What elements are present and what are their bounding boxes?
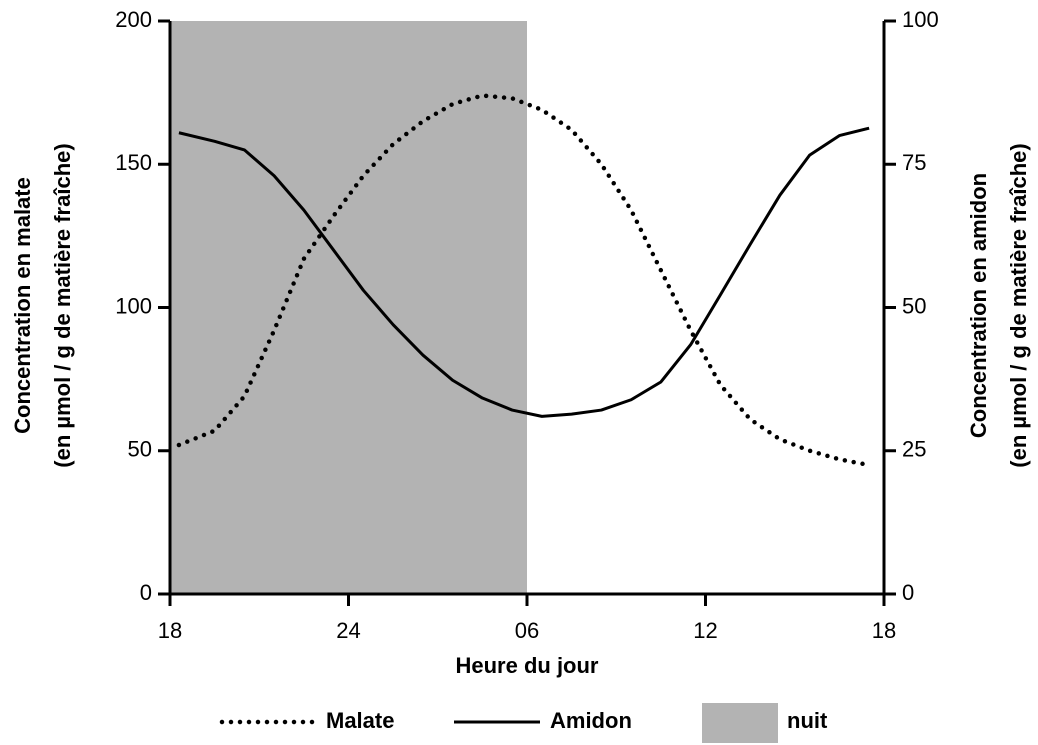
y-axis-title: (en µmol / g de matière fraîche) [50,143,75,467]
y2-tick-label: 100 [902,7,939,32]
night-region [170,21,527,594]
series-line [178,126,870,418]
x-tick-label: 24 [336,618,360,643]
legend-label: nuit [787,708,828,733]
y2-axis-title: Concentration en amidon [966,173,991,438]
y-tick-label: 200 [115,7,152,32]
series-line [176,93,872,468]
x-tick-label: 18 [872,618,896,643]
x-tick-label: 18 [158,618,182,643]
y-tick-label: 150 [115,150,152,175]
y-tick-label: 100 [115,293,152,318]
x-axis-title: Heure du jour [455,653,598,678]
x-tick-label: 06 [515,618,539,643]
y-axis-title: Concentration en malate [10,177,35,434]
legend-swatch [702,703,778,743]
x-tick-label: 12 [693,618,717,643]
y2-tick-label: 0 [902,580,914,605]
legend-label: Amidon [550,708,632,733]
y2-tick-label: 50 [902,293,926,318]
y2-tick-label: 25 [902,437,926,462]
y2-axis-title: (en µmol / g de matière fraîche) [1006,143,1031,467]
y-tick-label: 50 [128,437,152,462]
y-tick-label: 0 [140,580,152,605]
y2-tick-label: 75 [902,150,926,175]
legend-label: Malate [326,708,394,733]
